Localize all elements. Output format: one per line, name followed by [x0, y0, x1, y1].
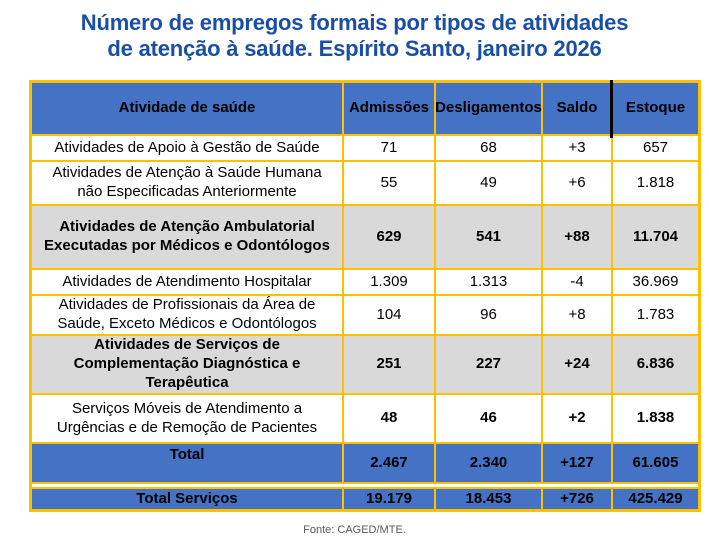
cell-value: +726 — [543, 489, 611, 509]
row-label: Atividades de Profissionais da Área de S… — [32, 296, 342, 334]
cell-value: +6 — [543, 162, 611, 204]
cell-value: -4 — [543, 270, 611, 294]
column-header-3: Saldo — [543, 83, 611, 134]
header-black-divider — [610, 80, 613, 138]
column-header-0: Atividade de saúde — [32, 83, 342, 134]
cell-value: 71 — [344, 136, 434, 160]
row-label: Atividades de Atenção à Saúde Humana não… — [32, 162, 342, 204]
cell-value: 46 — [436, 395, 541, 442]
cell-value: 1.783 — [613, 296, 698, 334]
cell-value: 251 — [344, 336, 434, 393]
cell-value: 1.818 — [613, 162, 698, 204]
cell-value: 2.340 — [436, 444, 541, 482]
cell-value: 2.467 — [344, 444, 434, 482]
row-label: Total — [32, 444, 342, 482]
cell-value: 18.453 — [436, 489, 541, 509]
cell-value: +8 — [543, 296, 611, 334]
cell-value: 104 — [344, 296, 434, 334]
page-title-line-1: Número de empregos formais por tipos de … — [80, 10, 629, 35]
cell-value: 68 — [436, 136, 541, 160]
cell-value: 629 — [344, 206, 434, 268]
row-label: Serviços Móveis de Atendimento a Urgênci… — [32, 395, 342, 442]
cell-value: 541 — [436, 206, 541, 268]
source-note: Fonte: CAGED/MTE. — [303, 524, 406, 536]
cell-value: 49 — [436, 162, 541, 204]
column-header-2: Desligamentos — [435, 83, 542, 134]
cell-value: 1.838 — [613, 395, 698, 442]
cell-value: +3 — [543, 136, 611, 160]
cell-value: 425.429 — [613, 489, 698, 509]
row-label: Total Serviços — [32, 489, 342, 509]
cell-value: 96 — [436, 296, 541, 334]
cell-value: 48 — [344, 395, 434, 442]
cell-value: +2 — [543, 395, 611, 442]
cell-value: +24 — [543, 336, 611, 393]
page-title-line-2: de atenção à saúde. Espírito Santo, jane… — [107, 35, 602, 61]
cell-value: 36.969 — [613, 270, 698, 294]
cell-value: 6.836 — [613, 336, 698, 393]
column-header-4: Estoque — [613, 83, 698, 134]
row-label: Atividades de Serviços de Complementação… — [32, 336, 342, 393]
cell-value: 61.605 — [613, 444, 698, 482]
cell-value: 55 — [344, 162, 434, 204]
employment-table: Atividade de saúde Admissões Desligamentos… — [29, 80, 701, 512]
cell-value: 1.309 — [344, 270, 434, 294]
page-title: Número de empregos formais por tipos de … — [0, 10, 709, 62]
cell-value: +127 — [543, 444, 611, 482]
cell-value: 1.313 — [436, 270, 541, 294]
row-label: Atividades de Apoio à Gestão de Saúde — [32, 136, 342, 160]
row-label: Atividades de Atenção Ambulatorial Execu… — [32, 206, 342, 268]
cell-value: 227 — [436, 336, 541, 393]
row-label: Atividades de Atendimento Hospitalar — [32, 270, 342, 294]
total-rows-divider — [32, 484, 698, 487]
cell-value: +88 — [543, 206, 611, 268]
cell-value: 11.704 — [613, 206, 698, 268]
cell-value: 19.179 — [344, 489, 434, 509]
column-header-1: Admissões — [344, 83, 434, 134]
cell-value: 657 — [613, 136, 698, 160]
